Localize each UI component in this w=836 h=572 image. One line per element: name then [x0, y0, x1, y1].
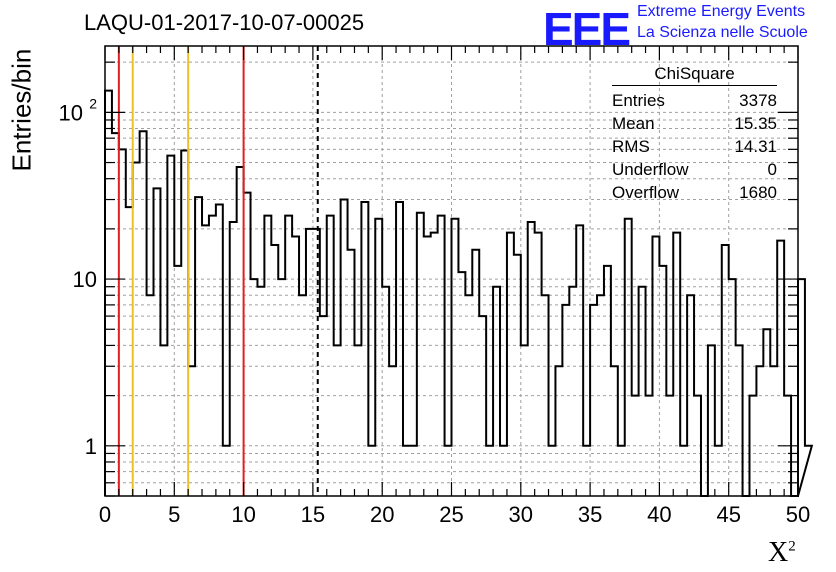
y-tick-label: 10 — [73, 267, 97, 292]
stats-label: RMS — [612, 137, 650, 156]
x-tick-label: 30 — [509, 502, 533, 527]
y-axis-label: Entries/bin — [6, 48, 37, 172]
stats-box: ChiSquare Entries 3378 Mean 15.35 RMS 14.31… — [612, 64, 777, 204]
x-tick-label: 40 — [647, 502, 671, 527]
stats-label: Underflow — [612, 160, 689, 179]
x-tick-label: 15 — [301, 502, 325, 527]
x-tick-label: 45 — [716, 502, 740, 527]
stats-row: Overflow 1680 — [612, 181, 777, 204]
stats-label: Overflow — [612, 183, 680, 202]
chart-title: LAQU-01-2017-10-07-00025 — [84, 10, 365, 35]
stats-row: Mean 15.35 — [612, 112, 777, 135]
x-tick-label: 20 — [370, 502, 394, 527]
x-axis-label-text: X — [768, 537, 789, 568]
eee-logo: EEE — [543, 3, 631, 55]
x-tick-label: 35 — [578, 502, 602, 527]
stats-value: 3378 — [739, 91, 777, 110]
x-tick-label: 50 — [786, 502, 810, 527]
histogram-series — [104, 89, 814, 497]
logo-line-1: Extreme Energy Events — [637, 3, 806, 20]
x-axis-label: X2 — [768, 537, 796, 569]
stats-row: RMS 14.31 — [612, 135, 777, 158]
y-tick-exponent: 2 — [89, 95, 97, 111]
stats-value: 1680 — [739, 183, 777, 202]
stats-label: Mean — [612, 114, 655, 133]
stats-value: 0 — [767, 160, 777, 179]
stats-label: Entries — [612, 91, 665, 110]
x-tick-label: 0 — [99, 502, 111, 527]
logo-line-2: La Scienza nelle Scuole — [637, 24, 808, 41]
x-tick-label: 5 — [168, 502, 180, 527]
x-tick-label: 25 — [439, 502, 463, 527]
x-axis-label-superscript: 2 — [788, 538, 796, 555]
x-tick-label: 10 — [231, 502, 255, 527]
stats-value: 14.31 — [734, 137, 777, 156]
stats-row: Underflow 0 — [612, 158, 777, 181]
stats-title: ChiSquare — [612, 64, 777, 86]
stats-value: 15.35 — [734, 114, 777, 133]
stats-row: Entries 3378 — [612, 89, 777, 112]
y-tick-label: 10 — [59, 100, 83, 125]
y-tick-label: 1 — [85, 434, 97, 459]
